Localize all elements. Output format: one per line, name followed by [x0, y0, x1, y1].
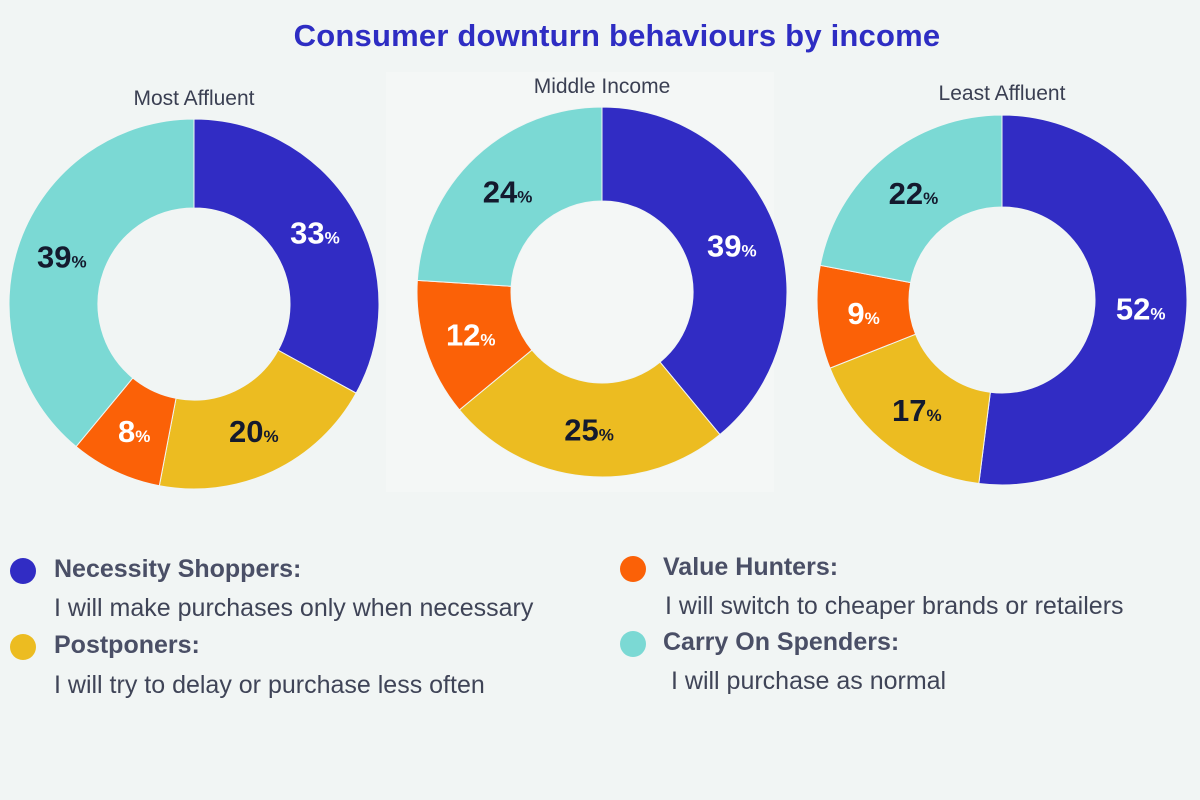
- slice-most-affluent-necessity: [193, 118, 380, 394]
- legend-dot-postponers: [10, 634, 36, 660]
- label-most-affluent-postponers: 20%: [229, 414, 279, 449]
- slice-least-affluent-carry-on: [819, 114, 1003, 284]
- legend-name-necessity: Necessity Shoppers:: [54, 555, 302, 583]
- legend-dot-necessity: [10, 558, 36, 584]
- legend-name-value: Value Hunters:: [663, 553, 839, 581]
- chart-title: Consumer downturn behaviours by income: [293, 18, 941, 53]
- donut-most-affluent: Most Affluent 33% 20% 8% 39%: [8, 87, 380, 490]
- slice-middle-income-postponers: [458, 349, 721, 478]
- donut-title-middle-income: Middle Income: [534, 75, 671, 98]
- legend-dot-carry-on: [620, 631, 646, 657]
- slice-least-affluent-postponers: [829, 333, 991, 485]
- donut-least-affluent: Least Affluent 52% 17% 9% 22%: [816, 82, 1188, 486]
- label-least-affluent-value-hunters: 9%: [847, 296, 879, 331]
- slice-least-affluent-necessity: [978, 114, 1188, 486]
- legend-name-carry-on: Carry On Spenders:: [663, 628, 900, 656]
- label-most-affluent-necessity: 33%: [290, 215, 340, 250]
- legend-desc-postponers: I will try to delay or purchase less oft…: [54, 671, 485, 699]
- label-least-affluent-necessity: 52%: [1116, 292, 1166, 327]
- label-middle-income-necessity: 39%: [707, 228, 757, 263]
- label-middle-income-value-hunters: 12%: [446, 318, 496, 353]
- legend-dot-value: [620, 556, 646, 582]
- label-most-affluent-value-hunters: 8%: [118, 414, 150, 449]
- donut-title-most-affluent: Most Affluent: [133, 87, 254, 110]
- slice-most-affluent-carry-on: [8, 118, 195, 448]
- legend-desc-carry-on: I will purchase as normal: [671, 667, 947, 695]
- donut-charts: Most Affluent 33% 20% 8% 39% Middle Income 39%…: [8, 75, 1188, 490]
- donut-middle-income: Middle Income 39% 25% 12% 24%: [416, 75, 788, 478]
- label-middle-income-postponers: 25%: [564, 412, 614, 447]
- legend-desc-necessity: I will make purchases only when necessar…: [54, 594, 534, 622]
- label-middle-income-carry-on: 24%: [483, 174, 533, 209]
- slice-middle-income-carry-on: [416, 106, 603, 287]
- legend-desc-value: I will switch to cheaper brands or retai…: [665, 592, 1124, 620]
- slice-middle-income-necessity: [601, 106, 788, 436]
- slice-most-affluent-postponers: [158, 349, 357, 490]
- label-least-affluent-carry-on: 22%: [889, 176, 939, 211]
- label-least-affluent-postponers: 17%: [892, 393, 942, 428]
- label-most-affluent-carry-on: 39%: [37, 239, 87, 274]
- legend-name-postponers: Postponers:: [54, 631, 200, 659]
- donut-title-least-affluent: Least Affluent: [939, 82, 1066, 105]
